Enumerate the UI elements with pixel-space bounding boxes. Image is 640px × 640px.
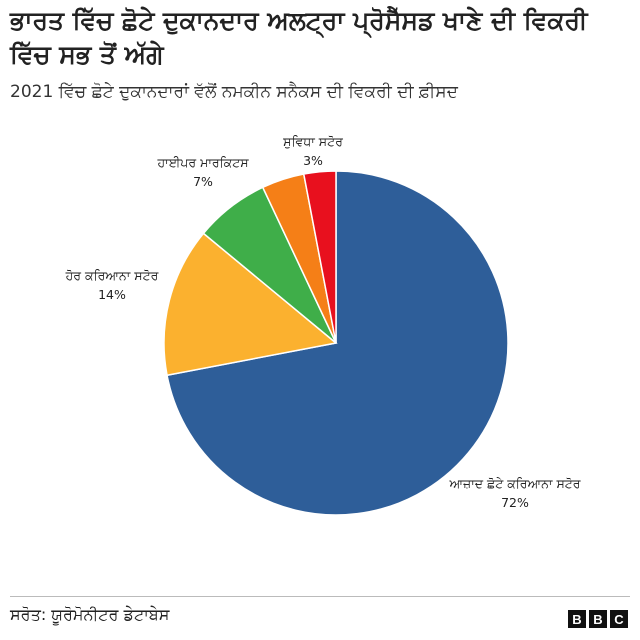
slice-value-label: 7% xyxy=(193,174,213,189)
slice-label: ਸੁਵਿਧਾ ਸਟੋਰ xyxy=(282,134,344,149)
slice-label: ਆਜ਼ਾਦ ਛੋਟੇ ਕਰਿਆਨਾ ਸਟੋਰ xyxy=(448,476,581,491)
bbc-logo-block: B xyxy=(568,610,586,628)
slice-value-label: 14% xyxy=(98,287,126,302)
slice-label: ਹਾਈਪਰ ਮਾਰਕਿਟਸ xyxy=(156,155,249,170)
chart-title: ਭਾਰਤ ਵਿੱਚ ਛੋਟੇ ਦੁਕਾਨਦਾਰ ਅਲਟ੍ਰਾ ਪ੍ਰੋਸੈੱਸਡ… xyxy=(10,6,588,69)
bbc-logo: B B C xyxy=(568,610,628,628)
slice-value-label: 72% xyxy=(501,495,529,510)
bbc-logo-block: C xyxy=(610,610,628,628)
source-note: ਸਰੋਤ: ਯੂਰੋਮੋਨੀਟਰ ਡੇਟਾਬੇਸ xyxy=(10,605,170,624)
pie-slice xyxy=(166,170,509,516)
slice-label: ਹੋਰ ਕਰਿਆਨਾ ਸਟੋਰ xyxy=(65,268,160,283)
footer-divider xyxy=(10,596,630,597)
pie-slice xyxy=(163,232,338,377)
bbc-logo-block: B xyxy=(589,610,607,628)
slice-value-label: 3% xyxy=(303,153,323,168)
chart-subtitle: 2021 ਵਿੱਚ ਛੋਟੇ ਦੁਕਾਨਦਾਰਾਂ ਵੱਲੋਂ ਨਮਕੀਨ ਸਨ… xyxy=(10,82,458,102)
pie-slice xyxy=(302,170,337,344)
